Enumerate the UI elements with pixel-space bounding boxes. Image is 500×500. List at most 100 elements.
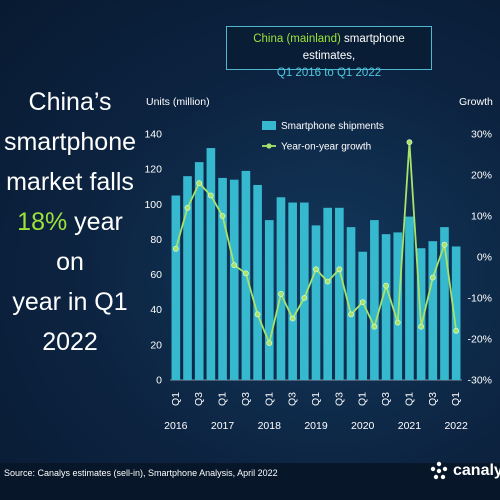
- left-axis-title: Units (million): [146, 96, 210, 108]
- bar: [194, 162, 204, 380]
- headline-line: 2022: [42, 328, 98, 356]
- headline-line: market falls: [6, 168, 134, 196]
- growth-point: [172, 245, 179, 252]
- growth-point: [371, 323, 378, 330]
- headline-line: China’s: [28, 88, 112, 116]
- growth-point: [336, 266, 343, 273]
- bar: [358, 251, 368, 380]
- growth-point: [243, 270, 249, 277]
- growth-point: [184, 204, 191, 211]
- headline-line-rest: year on: [56, 208, 123, 276]
- bar: [218, 177, 227, 380]
- bar: [393, 232, 403, 380]
- legend-bar-label: Smartphone shipments: [281, 121, 384, 132]
- y-tick-label: 20: [150, 339, 162, 351]
- bar: [183, 176, 192, 380]
- source-note: Source: Canalys estimates (sell-in), Sma…: [4, 468, 278, 478]
- chart-subtitle: Q1 2016 to Q1 2022: [276, 67, 382, 79]
- growth-point: [441, 241, 448, 248]
- headline-line: year in Q1: [12, 288, 128, 316]
- growth-point: [418, 323, 425, 330]
- growth-point: [406, 139, 413, 146]
- growth-point: [453, 327, 460, 334]
- y-tick-label: 40: [150, 304, 162, 316]
- x-tick-quarter: Q1: [263, 392, 275, 406]
- x-tick-year: 2018: [258, 420, 282, 432]
- y-tick-label: 0: [156, 375, 162, 387]
- bar: [381, 234, 391, 380]
- canalys-logo: canalys: [428, 460, 500, 482]
- y2-tick-label: -20%: [467, 334, 492, 346]
- growth-point: [289, 315, 296, 322]
- bar: [346, 227, 356, 380]
- bar: [370, 220, 379, 380]
- x-tick-quarter: Q3: [380, 392, 392, 406]
- chart-title-region: China (mainland): [253, 33, 341, 45]
- y2-tick-label: 10%: [471, 211, 492, 223]
- x-tick-quarter: Q1: [450, 392, 462, 406]
- chart-title-box: China (mainland) smartphone estimates, Q…: [226, 26, 432, 79]
- x-tick-quarter: Q3: [193, 392, 205, 406]
- headline: China’s smartphone market falls 18% year…: [0, 82, 140, 362]
- bar: [288, 202, 297, 380]
- y-tick-label: 80: [150, 234, 162, 246]
- x-tick-year: 2019: [304, 420, 328, 432]
- bar: [311, 225, 321, 380]
- bar: [229, 179, 239, 380]
- bar: [405, 216, 414, 380]
- x-tick-year: 2017: [211, 420, 235, 432]
- right-axis-title: Growth: [459, 96, 493, 108]
- legend-line-label: Year-on-year growth: [281, 142, 371, 153]
- bar: [323, 207, 333, 380]
- bar: [206, 148, 216, 380]
- headline-highlight: 18%: [17, 208, 68, 236]
- x-tick-quarter: Q1: [403, 392, 415, 406]
- y2-tick-label: 20%: [471, 170, 492, 182]
- legend-bar-swatch: [262, 121, 276, 130]
- x-tick-year: 2021: [398, 420, 422, 432]
- growth-point: [219, 213, 226, 219]
- bar: [335, 207, 344, 380]
- y-tick-label: 120: [144, 164, 162, 176]
- bar: [440, 227, 449, 380]
- chart-title-rest: smartphone estimates,: [302, 33, 405, 62]
- bar: [451, 246, 461, 380]
- growth-point: [196, 180, 203, 187]
- x-tick-year: 2020: [351, 420, 375, 432]
- x-tick-quarter: Q3: [240, 392, 252, 406]
- y2-tick-label: -10%: [467, 293, 492, 305]
- x-tick-quarter: Q3: [287, 392, 299, 406]
- growth-point: [383, 282, 389, 289]
- canalys-logo-text: canalys: [453, 462, 500, 479]
- y-tick-label: 140: [144, 129, 162, 141]
- y-tick-label: 60: [150, 269, 162, 281]
- growth-point: [278, 290, 284, 297]
- legend-line-marker: [266, 143, 272, 149]
- growth-point: [429, 274, 436, 281]
- bar: [171, 195, 181, 380]
- footer-bar: [0, 463, 500, 500]
- growth-point: [207, 192, 214, 199]
- growth-point: [324, 278, 331, 285]
- headline-line: 18% year on: [0, 202, 140, 282]
- growth-point: [313, 266, 319, 273]
- x-tick-year: 2016: [164, 420, 188, 432]
- canalys-logo-icon: [430, 461, 448, 480]
- x-tick-quarter: Q1: [357, 392, 369, 406]
- growth-point: [359, 299, 366, 305]
- x-tick-quarter: Q3: [427, 392, 439, 406]
- bar: [264, 220, 274, 380]
- growth-point: [394, 319, 401, 326]
- x-tick-year: 2022: [444, 420, 468, 432]
- headline-line: smartphone: [3, 128, 137, 156]
- x-tick-quarter: Q1: [217, 392, 229, 406]
- y-tick-label: 100: [144, 199, 162, 211]
- growth-point: [301, 295, 308, 301]
- chart-canvas: 0 20 40 60 80 100 120 140 -30% -20% -10% 0% 10% 20% 3…: [144, 121, 492, 432]
- x-tick-quarter: Q1: [170, 392, 182, 406]
- bar: [253, 184, 262, 380]
- x-tick-quarter: Q1: [310, 392, 322, 406]
- bar: [276, 197, 286, 380]
- growth-point: [254, 311, 261, 318]
- x-tick-quarter: Q3: [333, 392, 345, 406]
